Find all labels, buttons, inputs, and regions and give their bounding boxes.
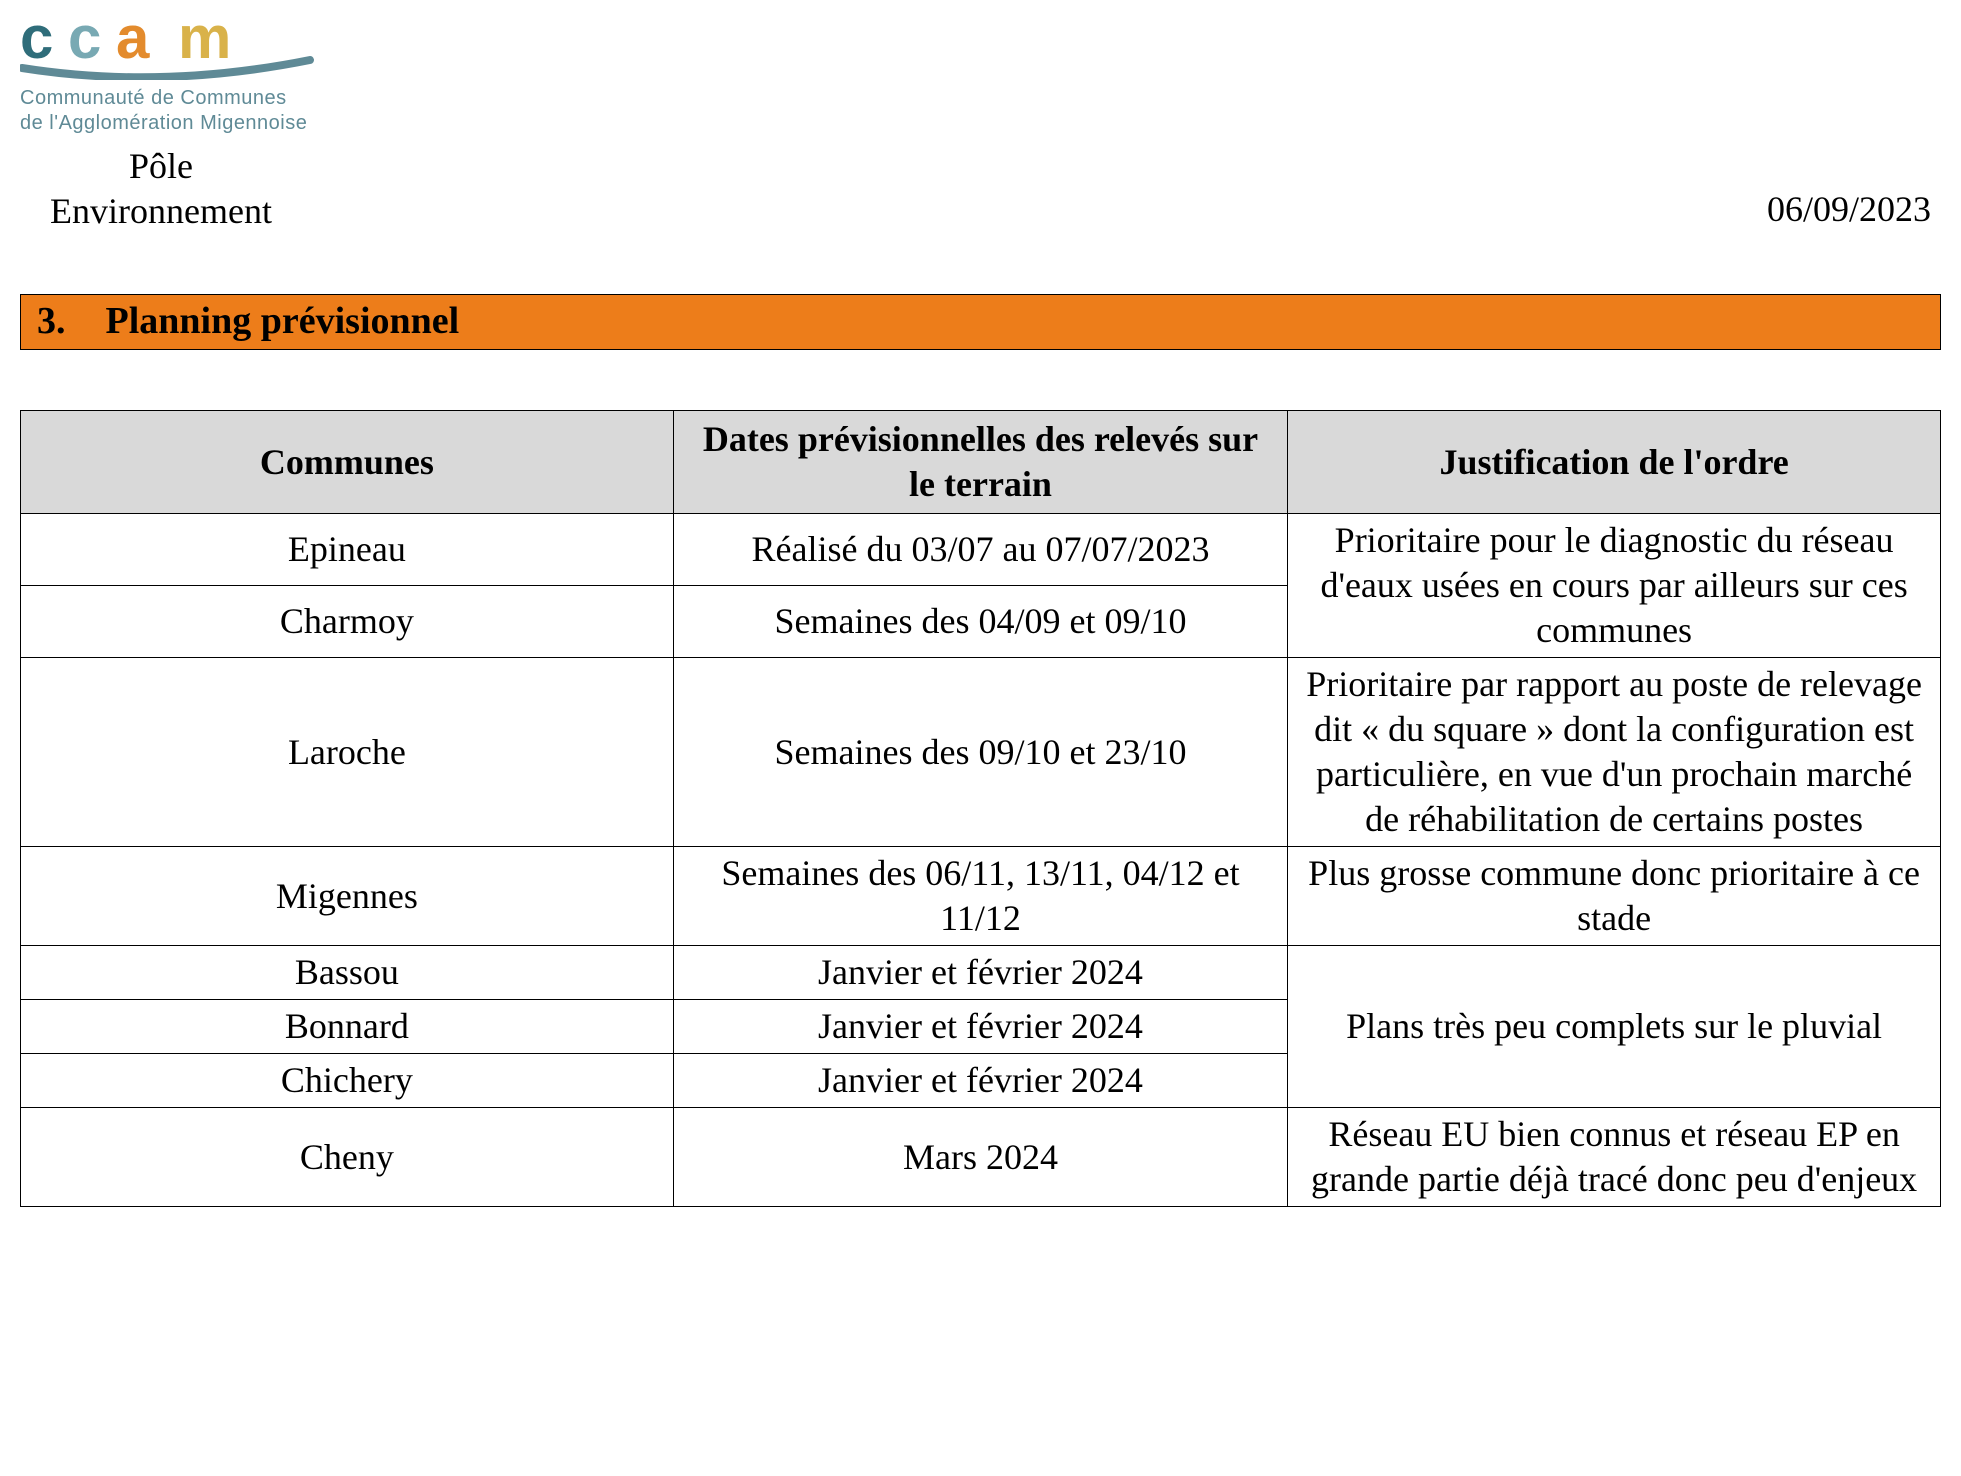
svg-text:c: c: [68, 10, 101, 71]
table-row: LarocheSemaines des 09/10 et 23/10Priori…: [21, 658, 1941, 847]
table-row: ChenyMars 2024Réseau EU bien connus et r…: [21, 1108, 1941, 1207]
table-row: BassouJanvier et février 2024Plans très …: [21, 946, 1941, 1000]
cell-commune: Charmoy: [21, 586, 674, 658]
cell-commune: Bassou: [21, 946, 674, 1000]
cell-dates: Réalisé du 03/07 au 07/07/2023: [673, 514, 1287, 586]
svg-text:a: a: [116, 10, 150, 71]
cell-justification: Prioritaire par rapport au poste de rele…: [1288, 658, 1941, 847]
cell-justification: Plans très peu complets sur le pluvial: [1288, 946, 1941, 1108]
section-heading: 3. Planning prévisionnel: [20, 294, 1941, 350]
pole-line1: Pôle: [50, 144, 272, 189]
logo-block: c c a m Communauté de Communes de l'Aggl…: [20, 10, 320, 234]
ccam-logo: c c a m: [20, 10, 320, 80]
cell-commune: Migennes: [21, 847, 674, 946]
logo-subtitle-line1: Communauté de Communes: [20, 86, 307, 111]
cell-dates: Semaines des 04/09 et 09/10: [673, 586, 1287, 658]
logo-subtitle-line2: de l'Agglomération Migennoise: [20, 111, 307, 136]
planning-table: Communes Dates prévisionnelles des relev…: [20, 410, 1941, 1207]
cell-commune: Chichery: [21, 1054, 674, 1108]
document-header: c c a m Communauté de Communes de l'Aggl…: [20, 10, 1941, 234]
table-row: EpineauRéalisé du 03/07 au 07/07/2023Pri…: [21, 514, 1941, 586]
table-body: EpineauRéalisé du 03/07 au 07/07/2023Pri…: [21, 514, 1941, 1207]
cell-justification: Prioritaire pour le diagnostic du réseau…: [1288, 514, 1941, 658]
pole-label: Pôle Environnement: [50, 144, 272, 234]
cell-commune: Laroche: [21, 658, 674, 847]
cell-justification: Plus grosse commune donc prioritaire à c…: [1288, 847, 1941, 946]
col-header-justification: Justification de l'ordre: [1288, 411, 1941, 514]
svg-text:m: m: [178, 10, 231, 71]
cell-commune: Epineau: [21, 514, 674, 586]
cell-dates: Mars 2024: [673, 1108, 1287, 1207]
cell-commune: Bonnard: [21, 1000, 674, 1054]
cell-dates: Janvier et février 2024: [673, 946, 1287, 1000]
col-header-dates: Dates prévisionnelles des relevés sur le…: [673, 411, 1287, 514]
cell-dates: Janvier et février 2024: [673, 1054, 1287, 1108]
cell-justification: Réseau EU bien connus et réseau EP en gr…: [1288, 1108, 1941, 1207]
pole-line2: Environnement: [50, 189, 272, 234]
logo-subtitle: Communauté de Communes de l'Agglomératio…: [20, 86, 307, 136]
document-date: 06/09/2023: [1767, 188, 1931, 230]
cell-dates: Janvier et février 2024: [673, 1000, 1287, 1054]
section-title: Planning prévisionnel: [106, 299, 460, 343]
table-header-row: Communes Dates prévisionnelles des relev…: [21, 411, 1941, 514]
cell-dates: Semaines des 06/11, 13/11, 04/12 et 11/1…: [673, 847, 1287, 946]
svg-text:c: c: [20, 10, 53, 71]
section-number: 3.: [37, 299, 66, 343]
cell-commune: Cheny: [21, 1108, 674, 1207]
col-header-communes: Communes: [21, 411, 674, 514]
cell-dates: Semaines des 09/10 et 23/10: [673, 658, 1287, 847]
table-row: MigennesSemaines des 06/11, 13/11, 04/12…: [21, 847, 1941, 946]
